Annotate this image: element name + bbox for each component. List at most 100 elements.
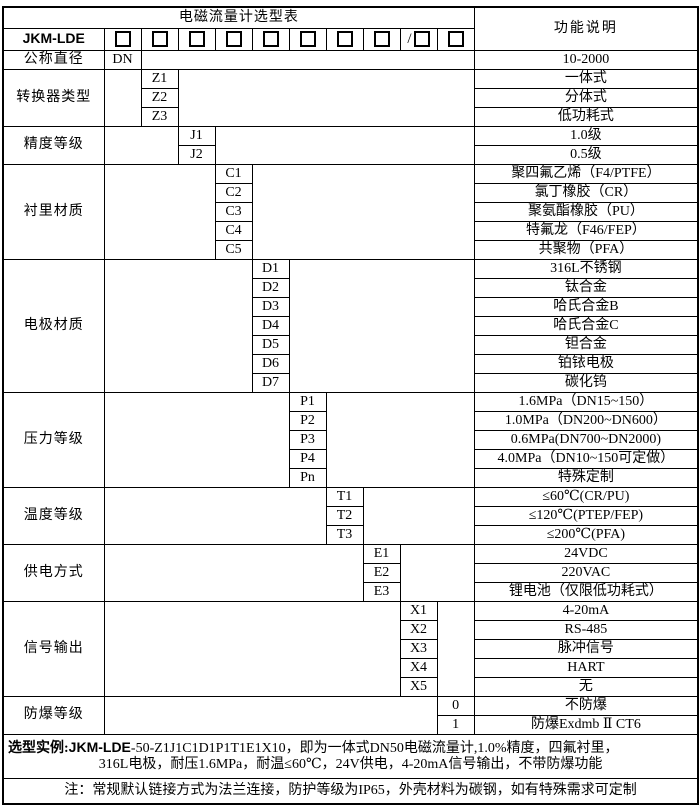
desc-x1: 4-20mA	[473, 600, 699, 621]
section-accuracy-row: J2 0.5级	[3, 144, 699, 165]
checkbox-icon	[336, 31, 353, 47]
code-c1: C1	[214, 163, 253, 184]
row-label-signal-output: 信号输出	[2, 600, 105, 697]
section-temperature-row: T3 ≤200℃(PFA)	[3, 524, 699, 545]
desc-d7: 碳化钨	[473, 372, 699, 393]
blank-cell	[103, 695, 438, 735]
desc-c4: 特氟龙（F46/FEP）	[473, 220, 699, 241]
example-model-code: JKM-LDE	[68, 739, 131, 756]
checkbox-icon	[262, 31, 279, 47]
blank-cell	[362, 486, 475, 545]
blank-cell	[103, 125, 179, 165]
code-z1: Z1	[140, 68, 179, 89]
code-j1: J1	[177, 125, 216, 146]
checkbox-icon	[299, 31, 316, 47]
model-code-box-cell	[140, 27, 179, 51]
code-pn: Pn	[288, 467, 327, 488]
code-d1: D1	[251, 258, 290, 279]
function-description-header: 功能说明	[473, 6, 699, 51]
code-d4: D4	[251, 315, 290, 336]
desc-j1: 1.0级	[473, 125, 699, 146]
code-e2: E2	[362, 562, 401, 583]
desc-p2: 1.0MPa（DN200~DN600）	[473, 410, 699, 431]
code-c2: C2	[214, 182, 253, 203]
blank-cell	[103, 258, 253, 393]
blank-cell	[436, 600, 475, 697]
desc-t3: ≤200℃(PFA)	[473, 524, 699, 545]
checkbox-icon	[114, 31, 131, 47]
model-code-box-cell	[325, 27, 364, 51]
code-x2: X2	[399, 619, 438, 640]
code-x1: X1	[399, 600, 438, 621]
blank-cell	[103, 600, 401, 697]
desc-t1: ≤60℃(CR/PU)	[473, 486, 699, 507]
section-lining-row: 衬里材质 C1 聚四氟乙烯（F4/PTFE）	[2, 163, 699, 260]
section-electrode-row: 电极材质 D1 316L不锈钢	[2, 258, 699, 393]
desc-z1: 一体式	[473, 68, 699, 89]
code-1: 1	[436, 714, 475, 735]
selection-example-row: 选型实例:JKM-LDE-50-Z1J1C1D1P1T1E1X10，即为一体式D…	[2, 733, 699, 779]
code-t1: T1	[325, 486, 364, 507]
slash-separator: /	[407, 30, 412, 47]
code-e3: E3	[362, 581, 401, 602]
checkbox-icon	[373, 31, 390, 47]
checkbox-icon	[225, 31, 242, 47]
code-p4: P4	[288, 448, 327, 469]
section-electrode-row: D3 哈氏合金B	[3, 296, 699, 317]
desc-x2: RS-485	[473, 619, 699, 640]
note-text: 注：常规默认链接方式为法兰连接，防护等级为IP65，外壳材料为碳钢，如有特殊需求…	[2, 777, 699, 805]
blank-cell	[399, 543, 475, 602]
model-prefix: JKM-LDE	[2, 27, 105, 51]
desc-z3: 低功耗式	[473, 106, 699, 127]
row-label-pressure-rating: 压力等级	[2, 391, 105, 488]
desc-p3: 0.6MPa(DN700~DN2000)	[473, 429, 699, 450]
code-d7: D7	[251, 372, 290, 393]
desc-d6: 铂铱电极	[473, 353, 699, 374]
code-d2: D2	[251, 277, 290, 298]
example-line1: 选型实例:JKM-LDE-50-Z1J1C1D1P1T1E1X10，即为一体式D…	[4, 739, 697, 757]
row-label-lining-material: 衬里材质	[2, 163, 105, 260]
selection-example-text: 选型实例:JKM-LDE-50-Z1J1C1D1P1T1E1X10，即为一体式D…	[2, 733, 699, 779]
desc-p4: 4.0MPa（DN10~150可定做）	[473, 448, 699, 469]
code-z2: Z2	[140, 87, 179, 108]
code-x4: X4	[399, 657, 438, 678]
code-0: 0	[436, 695, 475, 716]
section-pressure-row: P2 1.0MPa（DN200~DN600）	[3, 410, 699, 431]
section-power-row: E3 锂电池（仅限低功耗式）	[3, 581, 699, 602]
desc-pn: 特殊定制	[473, 467, 699, 488]
section-electrode-row: D2 钛合金	[3, 277, 699, 298]
desc-x5: 无	[473, 676, 699, 697]
checkbox-icon	[447, 31, 464, 47]
code-dn: DN	[103, 49, 142, 70]
desc-c2: 氯丁橡胶（CR）	[473, 182, 699, 203]
blank-cell	[325, 391, 475, 488]
section-signal-row: X4 HART	[3, 657, 699, 678]
section-pressure-row: P4 4.0MPa（DN10~150可定做）	[3, 448, 699, 469]
code-d5: D5	[251, 334, 290, 355]
note-row: 注：常规默认链接方式为法兰连接，防护等级为IP65，外壳材料为碳钢，如有特殊需求…	[2, 777, 699, 805]
desc-c3: 聚氨酯橡胶（PU）	[473, 201, 699, 222]
desc-d4: 哈氏合金C	[473, 315, 699, 336]
blank-cell	[103, 543, 364, 602]
row-label-accuracy-class: 精度等级	[2, 125, 105, 165]
desc-0: 不防爆	[473, 695, 699, 716]
code-z3: Z3	[140, 106, 179, 127]
code-x3: X3	[399, 638, 438, 659]
model-code-box-cell	[103, 27, 142, 51]
model-code-box-cell	[288, 27, 327, 51]
row-label-nominal-diameter: 公称直径	[2, 49, 105, 70]
section-converter-type-row: Z2 分体式	[3, 87, 699, 108]
model-code-box-cell	[362, 27, 401, 51]
code-p1: P1	[288, 391, 327, 412]
example-label: 选型实例:	[8, 741, 69, 757]
desc-x4: HART	[473, 657, 699, 678]
blank-cell	[103, 68, 142, 127]
checkbox-icon	[413, 31, 430, 47]
desc-d1: 316L不锈钢	[473, 258, 699, 279]
desc-t2: ≤120℃(PTEP/FEP)	[473, 505, 699, 526]
blank-cell	[103, 163, 216, 260]
blank-cell	[214, 125, 475, 165]
desc-dn-range: 10-2000	[473, 49, 699, 70]
desc-e2: 220VAC	[473, 562, 699, 583]
